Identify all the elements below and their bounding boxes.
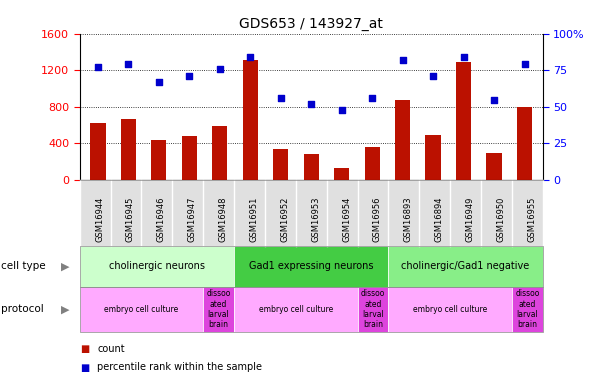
Text: GSM16949: GSM16949 xyxy=(466,196,474,242)
Bar xyxy=(273,149,289,180)
Text: Gad1 expressing neurons: Gad1 expressing neurons xyxy=(249,261,373,271)
Point xyxy=(93,64,103,70)
Bar xyxy=(365,147,380,180)
Text: dissoo
ated
larval
brain: dissoo ated larval brain xyxy=(515,289,539,330)
Bar xyxy=(517,107,532,180)
Point xyxy=(215,66,225,72)
Text: dissoo
ated
larval
brain: dissoo ated larval brain xyxy=(206,289,231,330)
Text: GSM16952: GSM16952 xyxy=(280,196,289,242)
Text: GSM16951: GSM16951 xyxy=(250,196,258,242)
Text: dissoo
ated
larval
brain: dissoo ated larval brain xyxy=(361,289,385,330)
Text: embryo cell culture: embryo cell culture xyxy=(413,305,487,314)
Point xyxy=(124,62,133,68)
Bar xyxy=(212,126,227,180)
Bar xyxy=(242,60,258,180)
Text: ■: ■ xyxy=(80,344,89,354)
Text: protocol: protocol xyxy=(1,304,44,314)
Point xyxy=(154,79,163,85)
Bar xyxy=(151,140,166,180)
Bar xyxy=(486,153,502,180)
Text: GSM16955: GSM16955 xyxy=(527,196,536,242)
Point xyxy=(185,73,194,79)
Title: GDS653 / 143927_at: GDS653 / 143927_at xyxy=(240,17,383,32)
Text: GSM16956: GSM16956 xyxy=(373,196,382,242)
Point xyxy=(245,54,255,60)
Text: GSM16893: GSM16893 xyxy=(404,196,413,242)
Text: GSM16945: GSM16945 xyxy=(126,196,135,242)
Bar xyxy=(304,154,319,180)
Bar xyxy=(90,123,106,180)
Bar xyxy=(334,168,349,180)
Point xyxy=(398,57,407,63)
Text: embryo cell culture: embryo cell culture xyxy=(104,305,179,314)
Text: percentile rank within the sample: percentile rank within the sample xyxy=(97,363,263,372)
Point xyxy=(276,95,286,101)
Text: GSM16948: GSM16948 xyxy=(219,196,228,242)
Text: GSM16947: GSM16947 xyxy=(188,196,196,242)
Bar xyxy=(395,100,410,180)
Text: cholinergic neurons: cholinergic neurons xyxy=(109,261,205,271)
Text: ■: ■ xyxy=(80,363,89,372)
Text: embryo cell culture: embryo cell culture xyxy=(258,305,333,314)
Point xyxy=(428,73,438,79)
Point xyxy=(368,95,377,101)
Point xyxy=(520,62,529,68)
Text: count: count xyxy=(97,344,125,354)
Text: GSM16953: GSM16953 xyxy=(312,196,320,242)
Point xyxy=(489,97,499,103)
Point xyxy=(459,54,468,60)
Text: GSM16950: GSM16950 xyxy=(497,196,506,242)
Bar xyxy=(456,62,471,180)
Point xyxy=(337,107,346,113)
Text: GSM16946: GSM16946 xyxy=(157,196,166,242)
Point xyxy=(307,101,316,107)
Text: cell type: cell type xyxy=(1,261,46,271)
Bar xyxy=(182,136,197,180)
Text: ▶: ▶ xyxy=(61,304,69,314)
Text: GSM16894: GSM16894 xyxy=(435,196,444,242)
Text: GSM16944: GSM16944 xyxy=(95,196,104,242)
Text: GSM16954: GSM16954 xyxy=(342,196,351,242)
Bar xyxy=(425,135,441,180)
Text: ▶: ▶ xyxy=(61,261,69,271)
Bar xyxy=(121,119,136,180)
Text: cholinergic/Gad1 negative: cholinergic/Gad1 negative xyxy=(401,261,530,271)
